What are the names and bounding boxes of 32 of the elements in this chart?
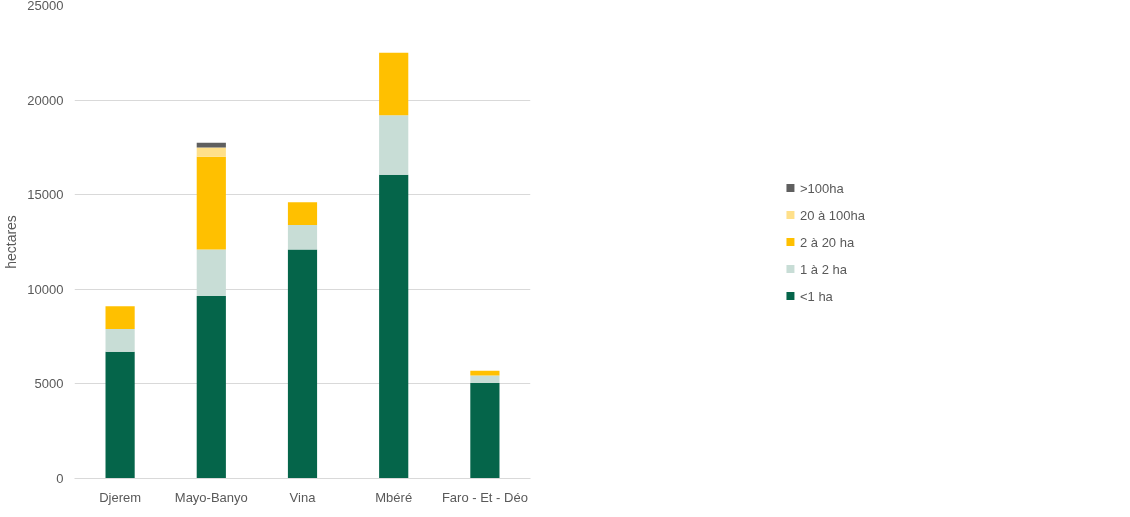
bar — [105, 351, 135, 479]
legend-label: 1 à 2 ha — [799, 261, 847, 276]
bar — [287, 202, 318, 225]
legend-label: >100ha — [799, 180, 844, 195]
x-tick-label: Faro - Et - Déo — [441, 489, 528, 505]
bar — [470, 375, 500, 383]
x-tick-label: Mbéré — [375, 489, 413, 505]
bar — [287, 249, 318, 479]
bar — [287, 224, 318, 250]
y-tick-label: 20000 — [27, 92, 64, 108]
bar — [196, 295, 226, 479]
bar — [196, 147, 226, 157]
bar — [196, 156, 226, 250]
bar — [196, 249, 226, 296]
y-axis-title: hectares — [3, 215, 20, 269]
bar — [379, 52, 409, 116]
y-tick-label: 0 — [56, 471, 64, 486]
bar — [105, 306, 135, 330]
y-tick-label: 25000 — [27, 0, 64, 13]
legend-label: 20 à 100ha — [799, 207, 866, 222]
y-tick-label: 10000 — [27, 281, 64, 297]
bar — [470, 382, 500, 479]
x-tick-label: Mayo-Banyo — [174, 489, 248, 505]
y-tick-label: 15000 — [27, 187, 64, 203]
x-tick-label: Djerem — [99, 489, 142, 505]
y-tick-label: 5000 — [34, 376, 64, 392]
legend-label: 2 à 20 ha — [799, 234, 855, 249]
bar — [379, 115, 409, 175]
x-tick-label: Vina — [289, 489, 317, 505]
legend-label: <1 ha — [799, 288, 833, 303]
bar — [379, 174, 409, 479]
bar — [105, 329, 135, 352]
